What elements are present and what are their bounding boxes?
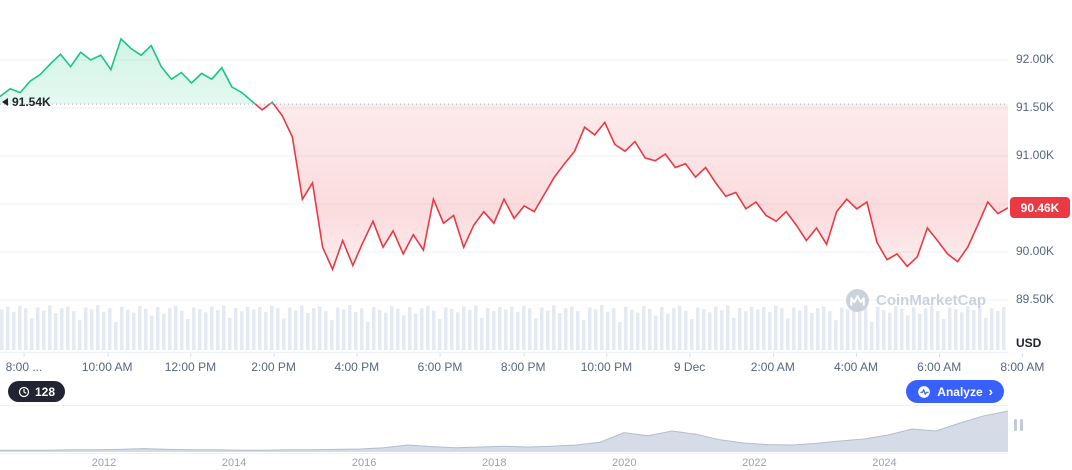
watermark-text: CoinMarketCap [876,292,987,309]
clock-icon [18,386,30,397]
y-axis-tick-label: 90.00K [1016,244,1055,258]
price-chart-plot[interactable]: 91.54K CoinMarketCap [0,0,1008,353]
x-axis-tick-label: 4:00 PM [334,353,380,374]
analyze-button[interactable]: Analyze › [906,380,1004,403]
y-axis-tick-label: 92.00K [1016,52,1055,66]
coinmarketcap-logo-icon [846,289,869,312]
x-axis-tick-label: 2:00 AM [750,353,795,374]
x-axis-tick-label: 8:00 PM [500,353,546,374]
timeline-year-label: 2018 [481,457,507,469]
last-price-badge: 90.46K [1010,197,1070,218]
x-axis-tick-label: 12:00 PM [164,353,217,374]
y-axis-tick-label: 91.50K [1016,100,1055,114]
timeline-year-label: 2012 [91,457,117,469]
timeline-area-chart [0,410,1008,452]
chart-controls-row: 128 Analyze › [0,378,1072,405]
timeline-year-label: 2020 [612,457,637,469]
timeline-drag-handle[interactable] [1014,419,1023,431]
x-axis-tick-label: 10:00 AM [81,353,133,374]
baseline-marker-icon [2,98,8,106]
candle-countdown-badge[interactable]: 128 [8,381,66,402]
x-axis-tick-label: 6:00 PM [417,353,463,374]
timeline-year-label: 2016 [351,457,377,469]
timeline-year-label: 2022 [742,457,767,469]
baseline-price-label: 91.54K [2,95,51,109]
x-axis-tick-label: 4:00 AM [833,353,879,374]
x-axis-tick-label: 9 Dec [673,353,706,374]
analyze-label: Analyze [937,384,983,399]
timeline-scrubber[interactable]: 2012 2014 2016 2018 2020 2022 2024 [0,405,1008,469]
coinmarketcap-watermark: CoinMarketCap [846,289,986,312]
x-axis-tick-label: 8:00 AM [1000,353,1045,374]
x-axis-tick-label: 8:00 ... [5,353,43,374]
x-axis-tick-label: 2:00 PM [251,353,296,374]
price-line-chart [0,37,1008,350]
chevron-right-icon: › [988,384,993,399]
y-axis: 90.46K USD 92.00K 91.50K 91.00K 90.00K 89.50… [1008,0,1072,352]
y-axis-tick-label: 89.50K [1016,292,1055,306]
x-axis: 8:00 ... 10:00 AM 12:00 PM 2:00 PM 4:00 PM 6:… [0,353,1072,378]
x-axis-tick-label: 6:00 AM [917,353,962,374]
currency-label[interactable]: USD [1016,336,1042,350]
timeline-year-label: 2024 [872,457,897,469]
countdown-value: 128 [35,384,56,399]
timeline-year-label: 2014 [221,457,247,469]
x-axis-tick-label: 10:00 PM [580,353,633,374]
baseline-price-value: 91.54K [12,95,51,109]
analyze-pulse-icon [918,385,931,398]
y-axis-tick-label: 91.00K [1016,148,1055,162]
